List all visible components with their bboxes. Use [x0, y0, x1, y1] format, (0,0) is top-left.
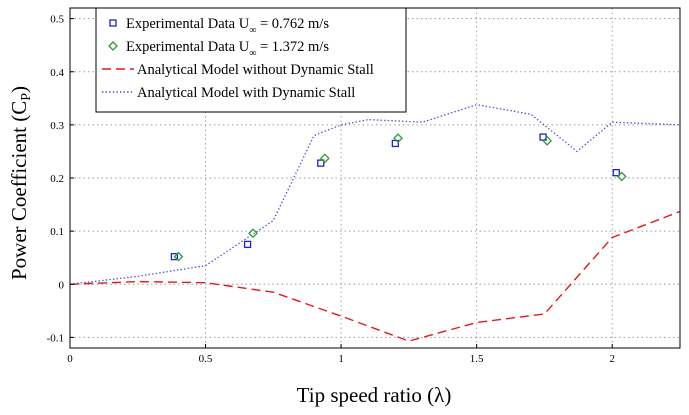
x-tick-label: 1.5 [470, 353, 484, 365]
legend-box [95, 7, 407, 113]
legend-marker [108, 41, 118, 51]
y-tick-label: 0.5 [50, 14, 64, 26]
y-tick-label: 0.1 [50, 226, 64, 238]
data-point-u0762 [391, 139, 399, 148]
legend-entry-label: Experimental Data U∞ = 1.372 m/s [126, 39, 329, 59]
x-tick-label: 1 [338, 353, 344, 365]
y-tick-label: 0.4 [50, 67, 64, 79]
x-axis-label: Tip speed ratio (λ) [297, 383, 452, 407]
x-tick-label: 2 [609, 353, 615, 365]
y-tick-label: 0.3 [50, 120, 64, 132]
legend-entry-label: Experimental Data U∞ = 0.762 m/s [126, 16, 329, 36]
y-tick-label: 0 [59, 279, 65, 291]
legend-marker [109, 19, 117, 27]
series-layer [69, 104, 681, 342]
tick-labels: 0 0.5 1 1.5 2-0.100.10.20.30.40.5 [47, 14, 615, 365]
data-point-u1372 [319, 153, 330, 164]
data-point-u1372 [542, 135, 553, 146]
x-tick-label: 0.5 [199, 353, 213, 365]
y-axis-label: Power Coefficient (CP) [7, 86, 34, 280]
legend: Experimental Data U∞ = 0.762 m/s Experime… [95, 7, 407, 113]
x-tick-label: 0 [67, 353, 73, 365]
data-point-u1372 [616, 171, 627, 182]
data-point-u0762 [170, 252, 179, 261]
data-point-u0762 [317, 159, 325, 167]
data-point-u0762 [612, 169, 620, 177]
y-axis-label-subscript: P [19, 93, 34, 101]
y-tick-label: 0.2 [50, 173, 64, 185]
y-tick-label: -0.1 [47, 332, 64, 344]
data-point-u0762 [243, 240, 252, 249]
data-point-u1372 [173, 251, 184, 262]
data-point-u1372 [248, 228, 258, 239]
series-line-with-dynamic-stall [69, 104, 681, 285]
legend-entry-label: Analytical Model with Dynamic Stall [137, 85, 355, 101]
data-point-u1372 [393, 133, 403, 144]
legend-entry-label: Analytical Model without Dynamic Stall [137, 62, 374, 78]
series-line-without-dynamic-stall [69, 210, 681, 342]
